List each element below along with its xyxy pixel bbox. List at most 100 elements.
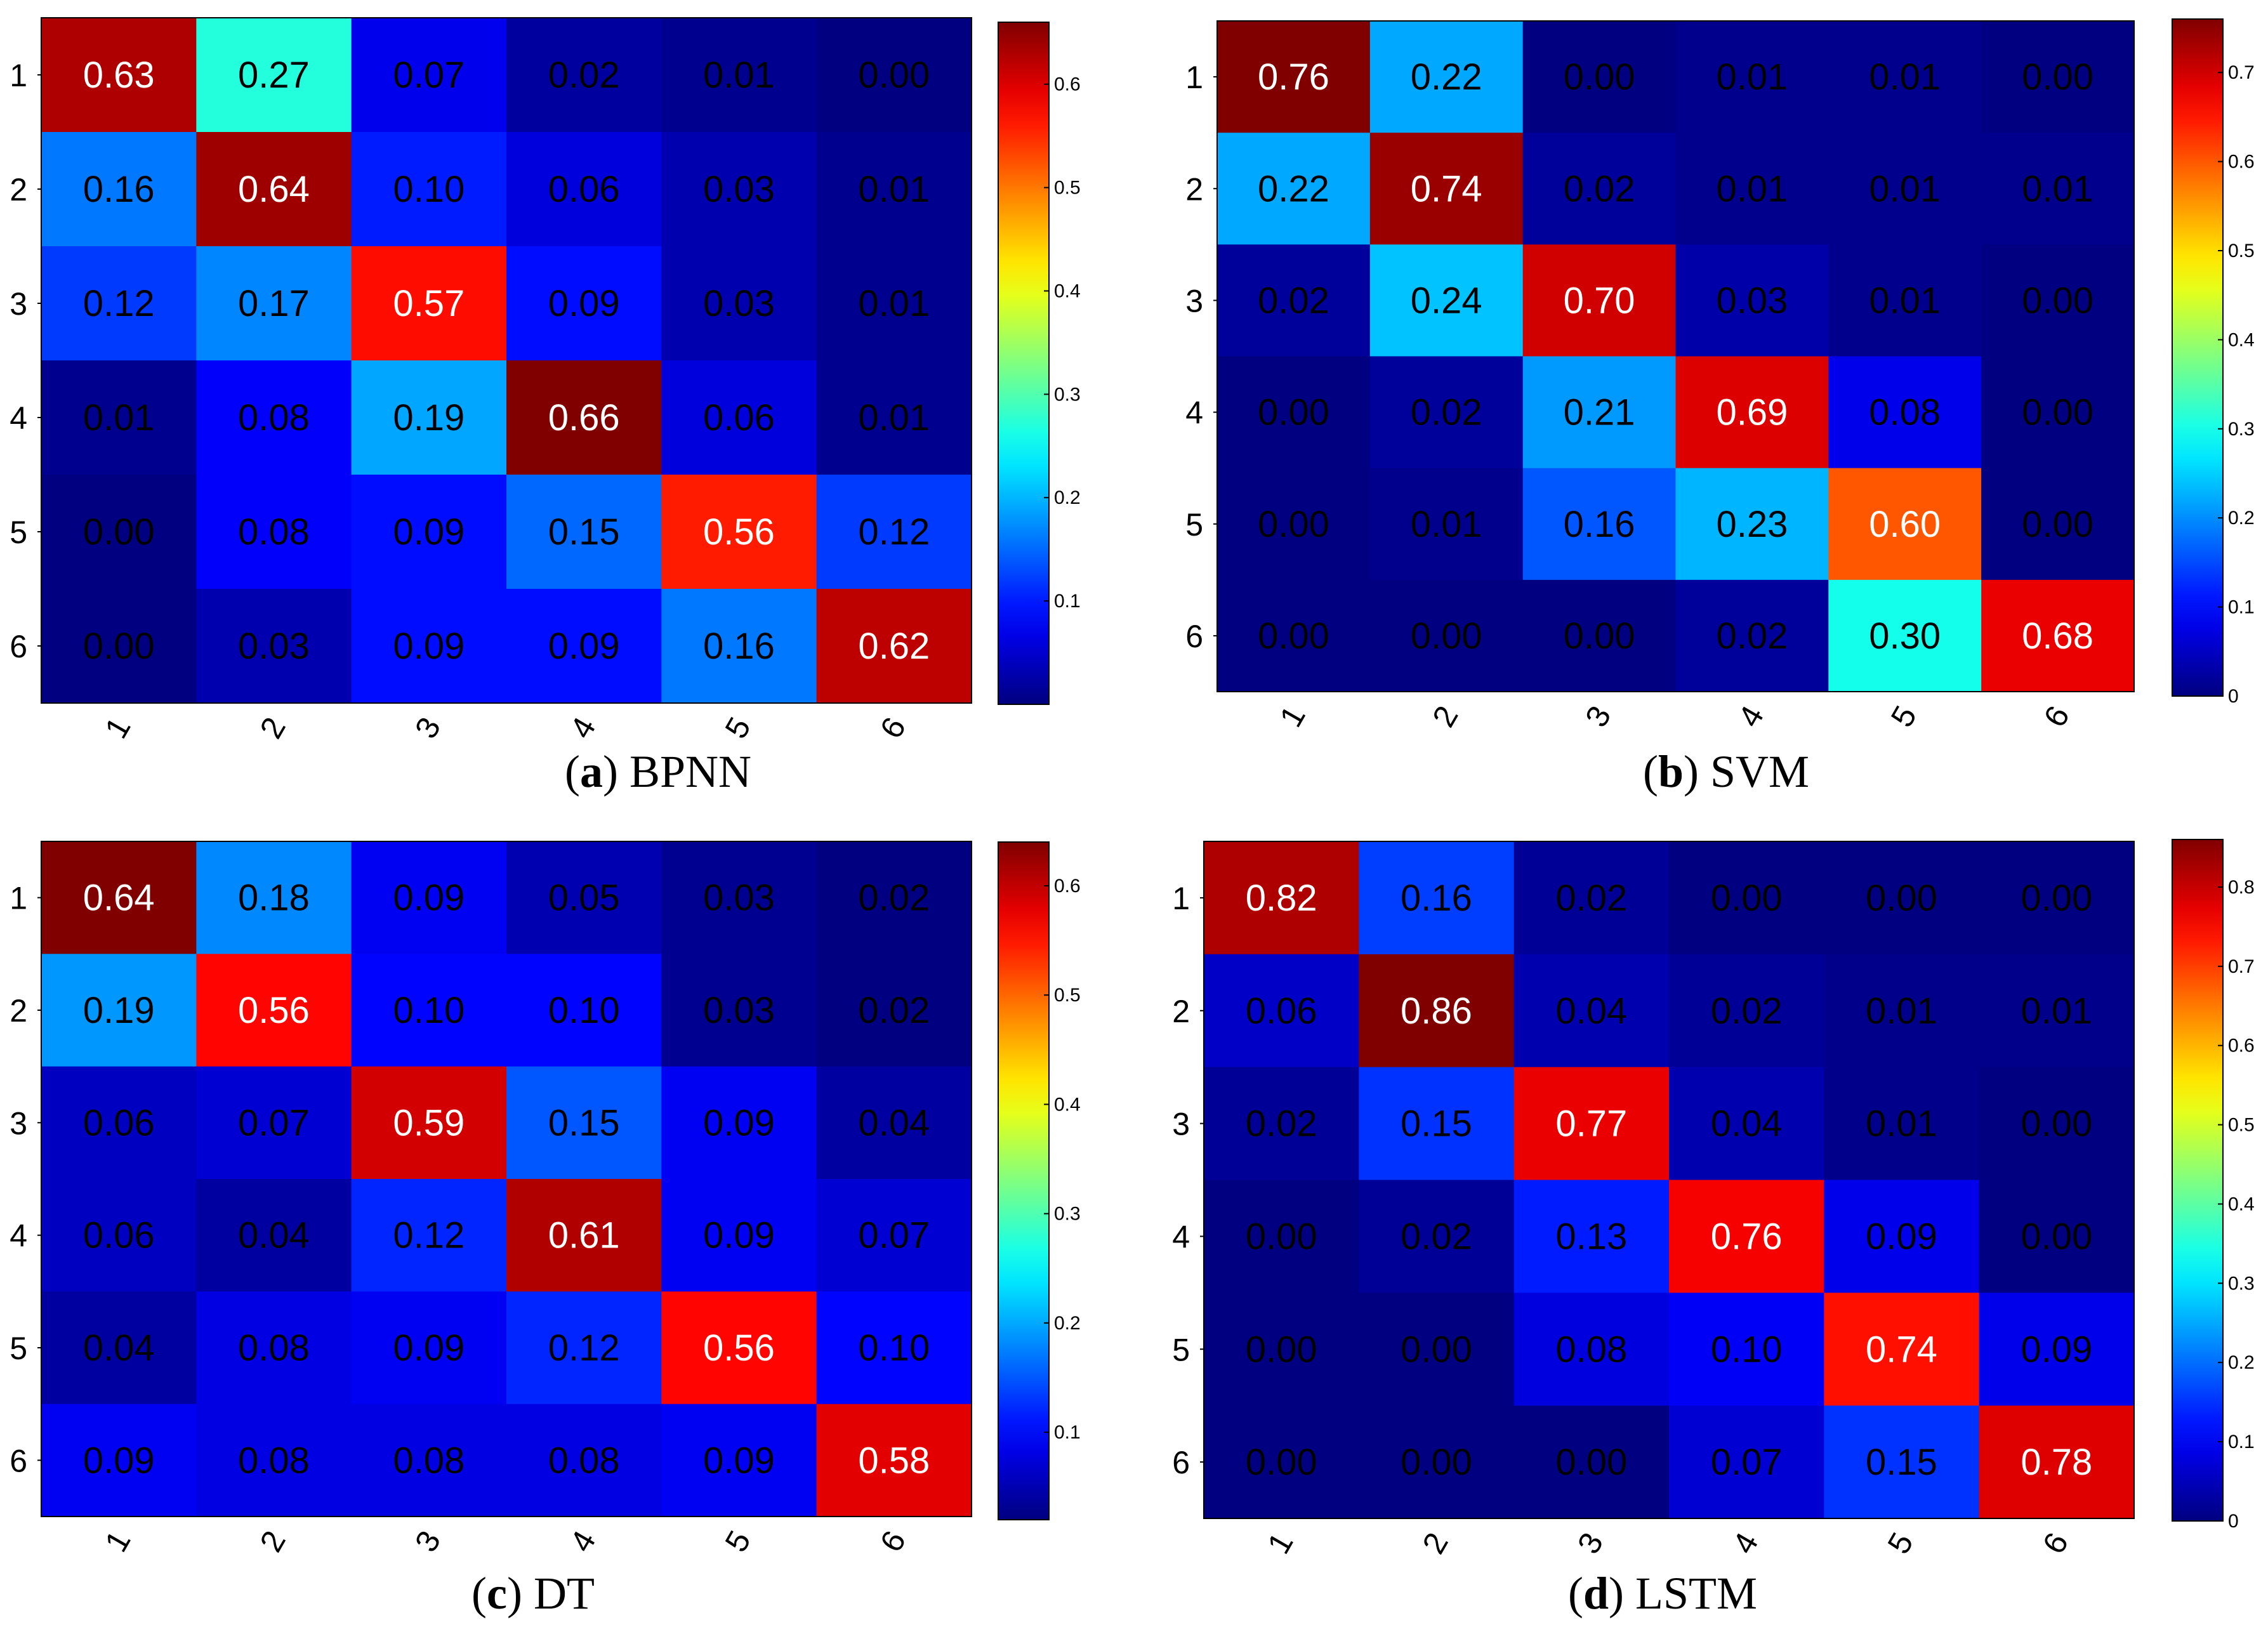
x-tick-label: 2 (253, 711, 293, 744)
cell-value-label: 0.09 (548, 283, 620, 324)
x-tick-label: 1 (98, 711, 137, 744)
heatmap-cell (1369, 468, 1524, 581)
heatmap-cell (1828, 579, 1982, 692)
cell-value-label: 0.17 (238, 283, 310, 324)
y-tick-label: 4 (10, 400, 27, 436)
cell-value-label: 0.59 (393, 1102, 465, 1143)
cell-value-label: 0.01 (2022, 168, 2093, 209)
heatmap-cell (1369, 579, 1524, 692)
colorbar (2172, 18, 2224, 697)
cell-value-label: 0.09 (703, 1215, 775, 1256)
colorbar-tick-label: 0.3 (2228, 419, 2255, 440)
heatmap-cell (1359, 1293, 1515, 1406)
cell-value-label: 0.08 (238, 1440, 310, 1481)
x-tick-label: 4 (1725, 1527, 1765, 1560)
cell-value-label: 0.15 (1866, 1442, 1937, 1483)
heatmap-cell (816, 132, 972, 247)
cell-value-label: 0.09 (2021, 1329, 2092, 1370)
y-tick-label: 5 (1172, 1332, 1190, 1367)
heatmap-cell (196, 246, 352, 361)
heatmap-cell (506, 1179, 662, 1292)
heatmap-cell (1522, 244, 1676, 357)
heatmap-cell (351, 360, 507, 475)
heatmap-cell (506, 360, 662, 475)
heatmap-cell (816, 1179, 972, 1292)
cell-value-label: 0.00 (1246, 1329, 1317, 1370)
cell-value-label: 0.12 (393, 1215, 465, 1256)
cell-value-label: 0.57 (393, 283, 465, 324)
x-tick-label: 6 (2036, 1527, 2075, 1560)
heatmap-cell (1369, 356, 1524, 469)
y-tick-label: 3 (1185, 283, 1203, 319)
cell-value-label: 0.00 (2022, 504, 2093, 545)
heatmap-cell (196, 1179, 352, 1292)
heatmap-cell (1217, 244, 1371, 357)
heatmap-cell (1981, 21, 2135, 133)
cell-value-label: 0.00 (858, 55, 930, 96)
heatmap-cell (661, 18, 817, 133)
cell-value-label: 0.06 (83, 1215, 155, 1256)
cell-value-label: 0.19 (83, 990, 155, 1031)
cell-value-label: 0.16 (1401, 878, 1472, 919)
heatmap-cell (506, 1291, 662, 1405)
heatmap-cell (1513, 1405, 1670, 1519)
x-tick-label: 1 (98, 1525, 137, 1558)
cell-value-label: 0.12 (548, 1327, 620, 1369)
colorbar-tick-label: 0.5 (1054, 178, 1081, 199)
cell-value-label: 0.02 (1564, 168, 1635, 209)
heatmap-cell (1675, 244, 1829, 357)
y-tick-label: 5 (10, 1331, 27, 1366)
cell-value-label: 0.00 (1246, 1442, 1317, 1483)
heatmap-cell (1675, 468, 1829, 581)
panel-caption: (b) SVM (1643, 746, 1809, 797)
cell-value-label: 0.02 (1246, 1103, 1317, 1145)
cell-value-label: 0.09 (1866, 1216, 1937, 1257)
cell-value-label: 0.64 (83, 878, 155, 919)
heatmap-cell (661, 589, 817, 704)
x-tick-label: 5 (1884, 700, 1923, 733)
cell-value-label: 0.01 (1869, 56, 1941, 98)
cell-value-label: 0.02 (858, 990, 930, 1031)
cell-value-label: 0.01 (858, 397, 930, 438)
heatmap-cell (41, 1066, 197, 1180)
y-tick-label: 2 (10, 993, 27, 1029)
heatmap-cell (351, 954, 507, 1067)
heatmap-cell (661, 475, 817, 589)
heatmap-cell (1522, 21, 1676, 133)
colorbar-tick-label: 0.4 (2228, 329, 2255, 350)
y-tick-label: 6 (10, 629, 27, 664)
cell-value-label: 0.06 (703, 397, 775, 438)
heatmap-cell (1359, 1180, 1515, 1293)
cell-value-label: 0.03 (238, 626, 310, 667)
cell-value-label: 0.23 (1716, 504, 1788, 545)
colorbar-tick-label: 0.2 (2228, 508, 2255, 529)
cell-value-label: 0.15 (548, 511, 620, 553)
colorbar-tick-label: 0.1 (1054, 1422, 1081, 1443)
cell-value-label: 0.02 (858, 878, 930, 919)
cell-value-label: 0.01 (1866, 991, 1937, 1032)
heatmap-cell (41, 1291, 197, 1405)
y-tick-label: 6 (1185, 619, 1203, 654)
cell-value-label: 0.02 (1716, 615, 1788, 657)
x-tick-label: 3 (408, 711, 447, 744)
heatmap-cell (506, 1066, 662, 1180)
cell-value-label: 0.04 (858, 1102, 930, 1143)
y-tick-label: 5 (10, 515, 27, 550)
heatmap-cell (1979, 1180, 2135, 1293)
y-tick-label: 5 (1185, 507, 1203, 543)
heatmap-cell (351, 589, 507, 704)
cell-value-label: 0.27 (238, 55, 310, 96)
cell-value-label: 0.77 (1555, 1103, 1627, 1145)
cell-value-label: 0.06 (548, 169, 620, 210)
colorbar (998, 841, 1050, 1520)
colorbar-tick-label: 0 (2228, 1511, 2239, 1532)
heatmap-cell (1824, 1180, 1980, 1293)
y-tick-label: 1 (10, 58, 27, 93)
cell-value-label: 0.64 (238, 169, 310, 210)
heatmap-cell (1217, 356, 1371, 469)
heatmap-cell (1204, 954, 1359, 1068)
heatmap-cell (1824, 1405, 1980, 1519)
x-tick-label: 5 (1881, 1527, 1920, 1560)
heatmap-cell (661, 1291, 817, 1405)
cell-value-label: 0.16 (83, 169, 155, 210)
